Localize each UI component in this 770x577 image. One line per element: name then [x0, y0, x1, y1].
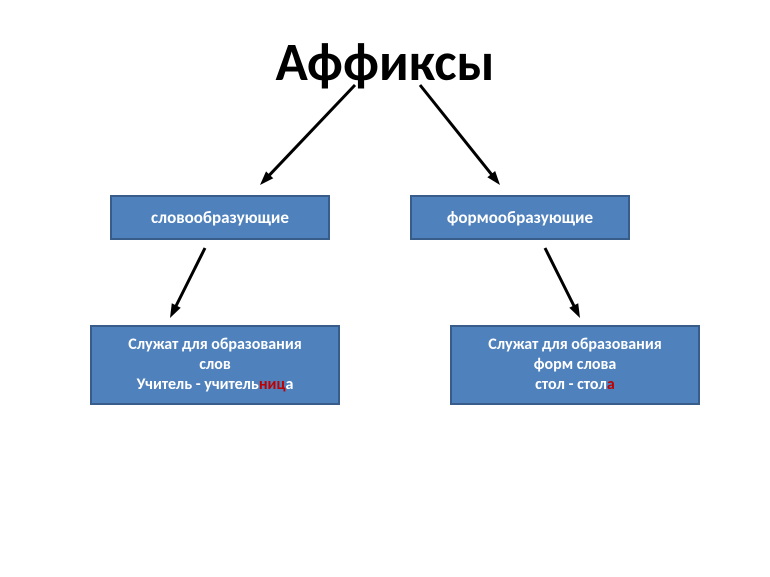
arrow-head-icon: [170, 303, 181, 318]
arrow-head-icon: [260, 171, 273, 185]
node-text-line: формообразующие: [447, 207, 593, 228]
arrow-line: [420, 85, 495, 178]
arrow-head-icon: [569, 303, 580, 318]
node-text: стол - стол: [535, 375, 607, 394]
node-text: форм слова: [534, 355, 617, 374]
node-text: формообразующие: [447, 207, 593, 228]
node-text-line: Служат для образования: [128, 335, 302, 355]
node-text: словообразующие: [151, 207, 289, 228]
node-text: Служат для образования: [128, 335, 302, 354]
node-text: слов: [199, 355, 231, 374]
diagram-title: Аффиксы: [0, 30, 770, 95]
highlight-text: а: [607, 375, 615, 394]
diagram-canvas: Аффиксы словообразующие формообразующие …: [0, 0, 770, 577]
arrow-line: [266, 85, 355, 179]
arrow-line: [545, 248, 576, 310]
arrow-line: [174, 248, 205, 310]
node-text-line: Учитель - учительница: [128, 375, 302, 395]
node-text: а: [285, 375, 293, 394]
arrow-head-icon: [487, 171, 500, 185]
node-text: Служат для образования: [488, 335, 662, 354]
node-text-line: слов: [128, 355, 302, 375]
node-left-bottom: Служат для образованиясловУчитель - учит…: [90, 325, 340, 405]
node-text-line: словообразующие: [151, 207, 289, 228]
node-text-line: стол - стола: [488, 375, 662, 395]
node-right-bottom: Служат для образованияформ словастол - с…: [450, 325, 700, 405]
node-right-mid: формообразующие: [410, 195, 630, 240]
node-left-mid: словообразующие: [110, 195, 330, 240]
highlight-text: ниц: [259, 375, 286, 394]
node-text: Учитель - учитель: [137, 375, 259, 394]
node-text-line: Служат для образования: [488, 335, 662, 355]
node-text-line: форм слова: [488, 355, 662, 375]
